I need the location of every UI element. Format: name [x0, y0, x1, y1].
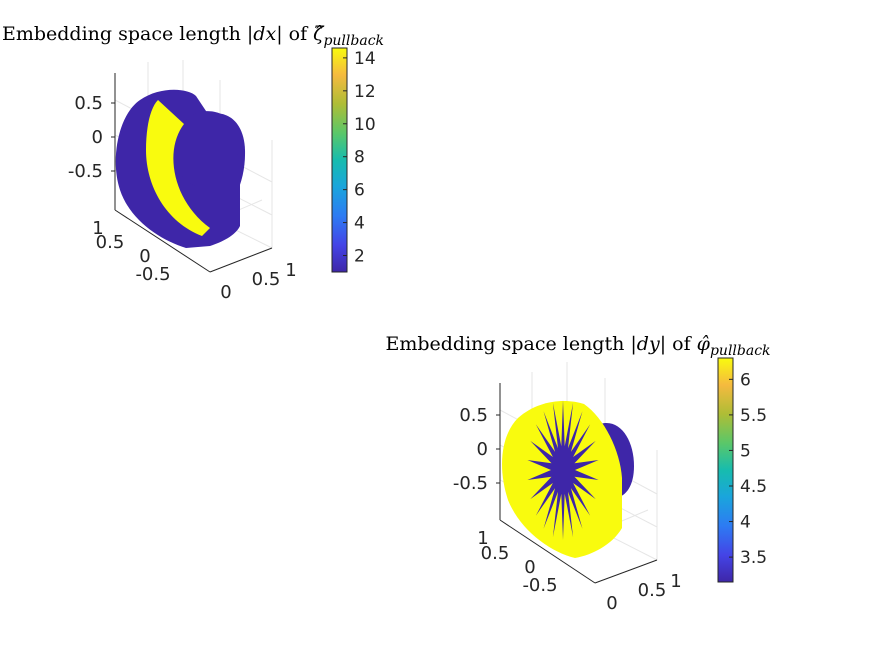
colorbar-gradient [331, 47, 348, 273]
panel-2-title: Embedding space length |dy| of φ̂pullbac… [385, 333, 770, 359]
colorbar-gradient [717, 357, 734, 583]
title-run: φ̂ [697, 333, 711, 355]
colorbar-tick-label: 12 [354, 82, 376, 102]
colorbar-tick-label: 14 [354, 49, 376, 69]
y-tick-label: 0 [524, 557, 535, 578]
colorbar-ticks: 6 5.5 5 4.5 4 3.5 [729, 370, 767, 568]
z-tick-label: 0.5 [74, 93, 103, 114]
colorbar-tick-label: 4.5 [740, 477, 767, 497]
x-tick-label: 0 [220, 282, 231, 303]
z-tick-label: 0 [92, 127, 103, 148]
x-tick-label: 1 [670, 571, 681, 592]
colorbar-tick-label: 3.5 [740, 548, 767, 568]
y-tick-label: -0.5 [522, 575, 557, 596]
panel-1-z-ticks: 0.5 0 -0.5 [68, 93, 103, 182]
colorbar-tick-label: 5 [740, 441, 751, 461]
y-tick-label: 1 [92, 218, 103, 239]
title-run: dx [253, 23, 276, 45]
y-tick-label: 0.5 [481, 543, 510, 564]
y-tick-label: 0.5 [96, 232, 125, 253]
x-tick-label: 0.5 [638, 580, 667, 601]
title-run: Embedding space length | [385, 333, 636, 355]
colorbar-tick-label: 2 [354, 247, 365, 267]
y-tick-label: 0 [139, 246, 150, 267]
panel-2-colorbar: 6 5.5 5 4.5 4 3.5 [717, 357, 767, 583]
colorbar-ticks: 14 12 10 8 6 4 2 [343, 49, 376, 267]
z-tick-label: -0.5 [68, 161, 103, 182]
y-tick-label: -0.5 [135, 264, 170, 285]
z-tick-label: 0.5 [459, 405, 488, 426]
panel-2-x-ticks: 0 0.5 1 [606, 571, 681, 614]
colorbar-tick-label: 4 [354, 214, 365, 234]
x-tick-label: 0.5 [252, 269, 281, 290]
panel-2-z-ticks: 0.5 0 -0.5 [453, 405, 488, 494]
panel-1-colorbar: 14 12 10 8 6 4 2 [331, 47, 376, 273]
title-run: pullback [710, 343, 771, 359]
x-tick-label: 1 [285, 260, 296, 281]
colorbar-tick-label: 6 [354, 181, 365, 201]
x-tick-label: 0 [606, 593, 617, 614]
z-tick-label: 0 [477, 439, 488, 460]
colorbar-tick-label: 4 [740, 513, 751, 533]
z-tick-label: -0.5 [453, 473, 488, 494]
colorbar-tick-label: 10 [354, 115, 376, 135]
panel-1-title: Embedding space length |dx| of ζ̂pullbac… [2, 23, 384, 49]
title-run: dy [637, 333, 660, 355]
panel-2-dy: Embedding space length |dy| of φ̂pullbac… [385, 333, 770, 614]
colorbar-tick-label: 5.5 [740, 406, 767, 426]
colorbar-tick-label: 8 [354, 148, 365, 168]
title-run: | of [660, 333, 697, 355]
panel-2-starburst [527, 400, 599, 540]
title-run: pullback [323, 33, 384, 49]
title-run: | of [276, 23, 313, 45]
panel-1-hub [173, 111, 239, 189]
title-run: Embedding space length | [2, 23, 253, 45]
panel-2-axes [496, 383, 658, 584]
panel-1-dx: Embedding space length |dx| of ζ̂pullbac… [2, 23, 384, 303]
panel-1-band [146, 100, 210, 236]
colorbar-tick-label: 6 [740, 370, 751, 390]
panel-2-y-ticks: 1 0.5 0 -0.5 [477, 528, 557, 596]
title-run: ζ̂ [313, 23, 325, 45]
panel-1-x-ticks: 0 0.5 1 [220, 260, 296, 303]
panel-1-y-ticks: 1 0.5 0 -0.5 [92, 218, 170, 285]
y-tick-label: 1 [477, 528, 488, 549]
panel-1-axes [111, 73, 273, 273]
